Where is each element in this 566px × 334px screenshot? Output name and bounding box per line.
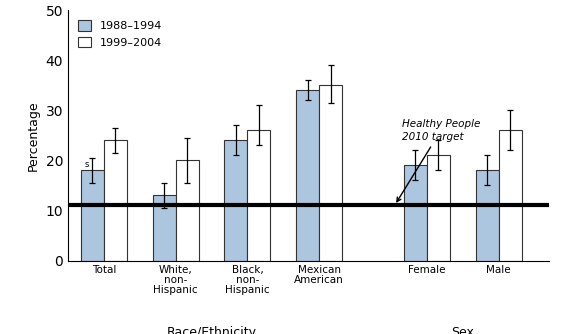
- Bar: [225, 140, 247, 261]
- Bar: [427, 155, 450, 261]
- Bar: [404, 165, 427, 261]
- Bar: [499, 130, 522, 261]
- Bar: [476, 170, 499, 261]
- Text: Race/Ethnicity: Race/Ethnicity: [166, 326, 256, 334]
- Bar: [153, 195, 175, 261]
- Bar: [104, 140, 127, 261]
- Bar: [81, 170, 104, 261]
- Bar: [319, 85, 342, 261]
- Legend: 1988–1994, 1999–2004: 1988–1994, 1999–2004: [74, 16, 167, 52]
- Text: Sex: Sex: [452, 326, 474, 334]
- Text: Healthy People
2010 target: Healthy People 2010 target: [397, 119, 480, 202]
- Y-axis label: Percentage: Percentage: [27, 100, 40, 171]
- Bar: [247, 130, 271, 261]
- Bar: [296, 90, 319, 261]
- Text: s: s: [84, 160, 89, 169]
- Bar: [175, 160, 199, 261]
